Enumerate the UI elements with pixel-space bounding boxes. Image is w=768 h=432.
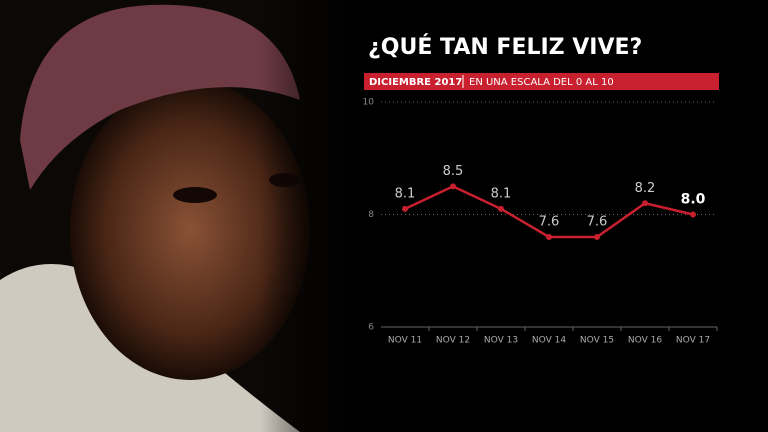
value-label: 8.5 <box>443 164 464 179</box>
point <box>498 205 504 212</box>
chart-title: ¿QUÉ TAN FELIZ VIVE? <box>368 34 642 60</box>
x-tick-label: NOV 16 <box>628 336 662 346</box>
subtitle-bar <box>364 73 719 90</box>
x-tick-label: NOV 12 <box>436 336 470 346</box>
x-tick-label: NOV 11 <box>388 336 422 346</box>
photo <box>0 0 360 432</box>
y-tick-label: 6 <box>368 323 374 333</box>
value-label: 8.1 <box>395 186 416 201</box>
x-tick-label: NOV 13 <box>484 336 518 346</box>
point <box>546 234 552 240</box>
point <box>450 183 456 190</box>
value-label: 8.2 <box>635 181 656 196</box>
point <box>690 211 696 218</box>
x-tick-label: NOV 15 <box>580 336 614 346</box>
subtitle: EN UNA ESCALA DEL 0 AL 10 <box>469 77 614 88</box>
value-label: 7.6 <box>539 215 560 230</box>
y-tick-label: 10 <box>363 98 375 108</box>
value-label: 8.0 <box>681 192 706 208</box>
x-tick-label: NOV 14 <box>532 336 566 346</box>
point <box>594 234 600 240</box>
value-label: 7.6 <box>587 215 608 230</box>
value-label: 8.1 <box>491 186 512 201</box>
x-tick-label: NOV 17 <box>676 336 710 346</box>
point <box>642 200 648 207</box>
point <box>402 205 408 212</box>
y-tick-label: 8 <box>368 210 374 220</box>
subtitle-bold: DICIEMBRE 2017 <box>369 77 462 88</box>
